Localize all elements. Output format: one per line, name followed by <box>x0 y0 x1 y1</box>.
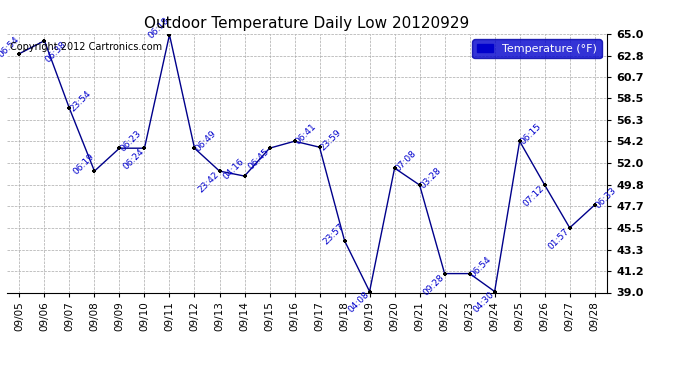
Text: 03:28: 03:28 <box>418 166 443 190</box>
Point <box>389 165 400 171</box>
Point <box>464 271 475 277</box>
Text: 07:08: 07:08 <box>393 149 418 174</box>
Point <box>164 32 175 38</box>
Text: 23:54: 23:54 <box>68 89 92 114</box>
Point <box>214 168 225 174</box>
Text: 23:59: 23:59 <box>318 128 343 153</box>
Text: 06:24: 06:24 <box>121 147 146 171</box>
Text: 01:57: 01:57 <box>546 226 571 251</box>
Text: 06:45: 06:45 <box>246 147 270 172</box>
Point <box>39 38 50 44</box>
Text: 07:12: 07:12 <box>521 184 546 209</box>
Text: 06:54: 06:54 <box>0 34 21 59</box>
Text: 06:23: 06:23 <box>118 129 143 153</box>
Point <box>289 138 300 144</box>
Point <box>264 145 275 151</box>
Point <box>564 225 575 231</box>
Text: Copyright 2012 Cartronics.com: Copyright 2012 Cartronics.com <box>10 42 162 51</box>
Point <box>439 271 450 277</box>
Point <box>589 202 600 208</box>
Text: 23:57: 23:57 <box>321 222 346 246</box>
Text: 06:38: 06:38 <box>43 39 68 64</box>
Point <box>339 238 350 244</box>
Point <box>314 144 325 150</box>
Text: 06:41: 06:41 <box>293 122 318 147</box>
Text: 06:18: 06:18 <box>146 15 170 40</box>
Point <box>489 288 500 294</box>
Text: 06:54: 06:54 <box>469 254 493 279</box>
Text: 04:16: 04:16 <box>221 157 246 182</box>
Text: 06:19: 06:19 <box>71 152 96 177</box>
Point <box>189 145 200 151</box>
Point <box>139 145 150 151</box>
Point <box>89 168 100 174</box>
Text: 06:15: 06:15 <box>518 122 543 147</box>
Point <box>539 182 550 188</box>
Point <box>364 288 375 294</box>
Legend: Temperature (°F): Temperature (°F) <box>473 39 602 58</box>
Point <box>64 105 75 111</box>
Point <box>414 182 425 188</box>
Text: 04:08: 04:08 <box>346 290 371 315</box>
Text: 06:33: 06:33 <box>593 186 618 210</box>
Text: 23:42: 23:42 <box>196 170 221 194</box>
Title: Outdoor Temperature Daily Low 20120929: Outdoor Temperature Daily Low 20120929 <box>144 16 470 31</box>
Text: 04:30: 04:30 <box>471 290 496 315</box>
Text: 06:49: 06:49 <box>193 129 218 153</box>
Point <box>114 145 125 151</box>
Point <box>239 173 250 179</box>
Point <box>514 138 525 144</box>
Point <box>14 51 25 57</box>
Text: 09:28: 09:28 <box>421 272 446 297</box>
